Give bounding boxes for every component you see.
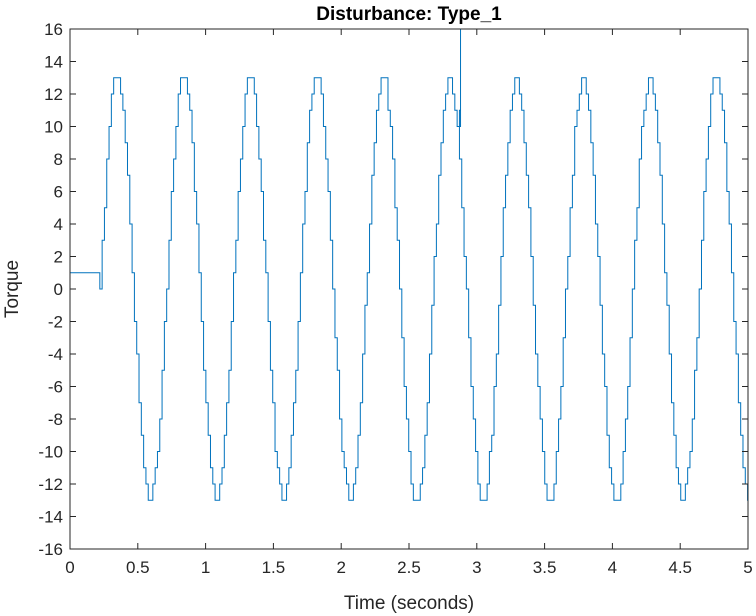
x-tick-label: 2.5 bbox=[397, 558, 421, 577]
x-tick-label: 4.5 bbox=[668, 558, 692, 577]
y-tick-label: -10 bbox=[38, 443, 63, 462]
x-tick-label: 4 bbox=[608, 558, 617, 577]
y-tick-label: -12 bbox=[38, 475, 63, 494]
torque-series-line bbox=[70, 29, 749, 501]
y-tick-label: 0 bbox=[54, 280, 63, 299]
y-tick-label: 14 bbox=[44, 53, 63, 72]
y-tick-label: -2 bbox=[48, 313, 63, 332]
y-tick-label: 2 bbox=[54, 248, 63, 267]
x-tick-label: 3.5 bbox=[533, 558, 557, 577]
data-layer bbox=[70, 29, 749, 501]
x-tick-label: 5 bbox=[743, 558, 752, 577]
y-axis-label: Torque bbox=[2, 260, 23, 318]
y-tick-label: 6 bbox=[54, 183, 63, 202]
y-tick-label: -14 bbox=[38, 508, 63, 527]
x-axis-label: Time (seconds) bbox=[344, 593, 474, 614]
y-tick-label: 16 bbox=[44, 20, 63, 39]
y-tick-label: -4 bbox=[48, 345, 63, 364]
x-tick-label: 0 bbox=[65, 558, 74, 577]
y-tick-label: 10 bbox=[44, 118, 63, 137]
x-tick-label: 0.5 bbox=[126, 558, 150, 577]
x-tick-label: 3 bbox=[472, 558, 481, 577]
y-tick-label: 4 bbox=[54, 215, 63, 234]
x-tick-label: 2 bbox=[336, 558, 345, 577]
x-tick-label: 1 bbox=[201, 558, 210, 577]
chart-title: Disturbance: Type_1 bbox=[316, 4, 502, 25]
y-tick-label: -8 bbox=[48, 410, 63, 429]
y-tick-label: -6 bbox=[48, 378, 63, 397]
y-tick-label: 12 bbox=[44, 85, 63, 104]
y-tick-label: -16 bbox=[38, 540, 63, 559]
y-tick-label: 8 bbox=[54, 150, 63, 169]
y-axis-ticks: -16 -14 -12 -10 -8 -6 -4 -2 0 2 4 6 8 10 12 14 16 bbox=[38, 20, 748, 559]
x-axis-ticks: 0 0.5 1 1.5 2 2.5 3 3.5 4 4.5 5 bbox=[65, 29, 753, 577]
x-tick-label: 1.5 bbox=[262, 558, 286, 577]
